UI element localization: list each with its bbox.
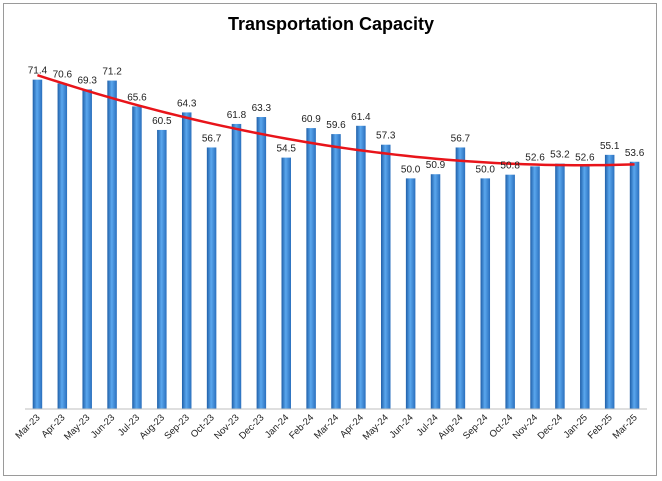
x-tick-label: Feb-25 [586,412,615,441]
x-tick-label: Nov-23 [212,412,241,441]
data-label-Apr-23: 70.6 [53,69,73,80]
data-label-Feb-25: 55.1 [600,141,620,152]
data-label-Nov-23: 61.8 [227,110,247,121]
data-label-Sep-24: 50.0 [476,164,496,175]
x-tick-label: Oct-23 [189,412,217,440]
x-tick-label: Dec-24 [536,412,565,441]
data-label-Dec-23: 63.3 [252,103,272,114]
data-label-Oct-23: 56.7 [202,133,222,144]
bar-Jun-23 [107,80,117,409]
bar-Mar-25 [629,161,640,409]
x-tick-label: Jan-24 [263,412,291,440]
x-tick-label: Jun-23 [89,412,117,440]
data-label-Mar-25: 53.6 [625,148,645,159]
bar-Jun-24 [405,178,416,409]
data-label-Mar-24: 59.6 [326,120,346,131]
x-tick-label: Jun-24 [387,412,415,440]
data-label-Apr-24: 61.4 [351,112,371,123]
bar-Apr-23 [57,83,68,410]
x-tick-label: Mar-23 [14,412,43,441]
data-label-Jun-24: 50.0 [401,164,421,175]
bar-Sep-24 [480,178,491,409]
data-label-Aug-24: 56.7 [451,133,471,144]
bar-Feb-24 [306,128,316,409]
x-tick-label: Oct-24 [487,412,515,440]
data-label-Dec-24: 53.2 [550,150,570,161]
bar-May-23 [82,89,92,409]
bar-Oct-23 [206,147,217,409]
data-label-Aug-23: 60.5 [152,116,172,127]
bar-May-24 [381,144,391,410]
data-label-Jan-25: 52.6 [575,152,595,163]
data-label-May-23: 69.3 [77,75,97,86]
x-tick-label: May-24 [361,412,391,442]
bar-Jan-25 [580,166,590,409]
x-tick-label: Aug-23 [138,412,167,441]
bar-Aug-24 [455,147,466,409]
data-label-Jul-24: 50.9 [426,160,446,171]
bar-Dec-23 [256,117,267,409]
bar-Mar-24 [331,134,341,409]
chart-title: Transportation Capacity [227,14,435,34]
data-label-Feb-24: 60.9 [301,114,321,125]
x-tick-label: Aug-24 [436,412,465,441]
bar-Jul-23 [132,106,142,410]
x-tick-label: May-23 [62,412,92,442]
x-tick-label: Dec-23 [237,412,266,441]
bar-Nov-23 [231,123,242,409]
trend-line [37,73,635,167]
bar-Nov-24 [530,166,540,409]
bar-Sep-23 [181,112,192,409]
bar-Feb-25 [604,154,615,409]
x-tick-label: Sep-23 [162,412,191,441]
bar-Dec-24 [555,163,565,409]
bar-Aug-23 [157,129,167,409]
data-label-Jul-23: 65.6 [127,92,147,103]
data-label-Oct-24: 50.8 [500,161,520,172]
bar-Oct-24 [505,174,515,409]
bar-Apr-24 [356,125,366,409]
data-label-Nov-24: 52.6 [525,152,545,163]
data-label-Sep-23: 64.3 [177,98,197,109]
bar-Jul-24 [430,174,441,409]
data-label-Mar-23: 71.4 [28,66,48,77]
bar-Mar-23 [32,79,43,409]
x-tick-label: Feb-24 [287,412,316,441]
bar-Jan-24 [281,157,291,409]
data-label-Jan-24: 54.5 [277,144,297,155]
x-tick-label: Mar-25 [611,412,640,441]
x-tick-label: Sep-24 [461,412,490,441]
data-label-May-24: 57.3 [376,131,396,142]
data-label-Jun-23: 71.2 [102,67,122,78]
x-tick-label: Mar-24 [312,412,341,441]
x-tick-label: Jan-25 [562,412,590,440]
x-tick-label: Nov-24 [511,412,540,441]
